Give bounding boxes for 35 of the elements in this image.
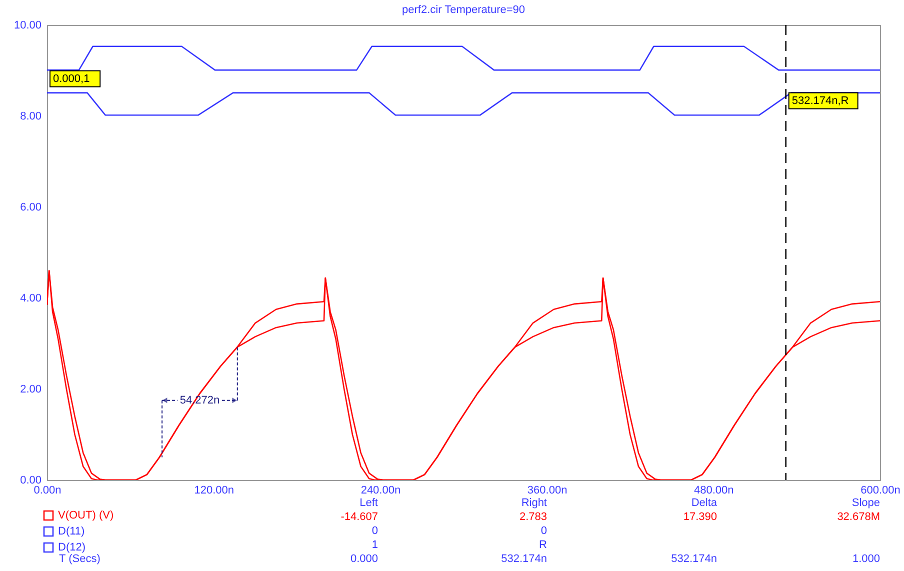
text: 0	[540, 525, 547, 537]
x-tick-label: 360.00n	[527, 484, 568, 496]
text: 532.174n	[501, 553, 547, 565]
text: 0.000	[350, 553, 378, 565]
x-tick-label: 240.00n	[360, 484, 401, 496]
text: -14.607	[340, 511, 378, 523]
text: 1.000	[852, 553, 880, 565]
y-tick-label: 10.00	[14, 20, 42, 32]
legend-label: D(12)	[58, 542, 86, 554]
text: 32.678M	[837, 511, 880, 523]
legend-label: V(OUT) (V)	[58, 510, 114, 522]
text: R	[539, 539, 548, 551]
y-tick-label: 8.00	[20, 110, 42, 122]
y-tick-label: 6.00	[20, 202, 42, 214]
x-tick-label: 600.00n	[860, 484, 900, 496]
y-tick-label: 4.00	[20, 292, 42, 304]
x-tick-label: 0.00n	[34, 484, 62, 496]
text: 0	[372, 525, 378, 537]
text: T (Secs)	[59, 553, 100, 565]
annotation: 532.174n,R	[792, 94, 849, 107]
y-tick-label: 2.00	[20, 384, 42, 396]
text: 1	[372, 539, 378, 551]
x-tick-label: 120.00n	[194, 484, 234, 496]
text: 532.174n	[671, 553, 717, 565]
text: Slope	[852, 497, 880, 509]
y-tick-label: 0.00	[20, 474, 42, 486]
text: 17.390	[683, 511, 717, 523]
x-tick-label: 480.00n	[694, 484, 734, 496]
legend-label: D(11)	[58, 526, 85, 538]
text: Right	[521, 497, 547, 509]
text: Delta	[691, 497, 718, 509]
annotation: 0.000,1	[53, 72, 90, 85]
text: Left	[360, 497, 378, 509]
chart-title: perf2.cir Temperature=90	[402, 4, 526, 16]
text: 2.783	[519, 511, 547, 523]
